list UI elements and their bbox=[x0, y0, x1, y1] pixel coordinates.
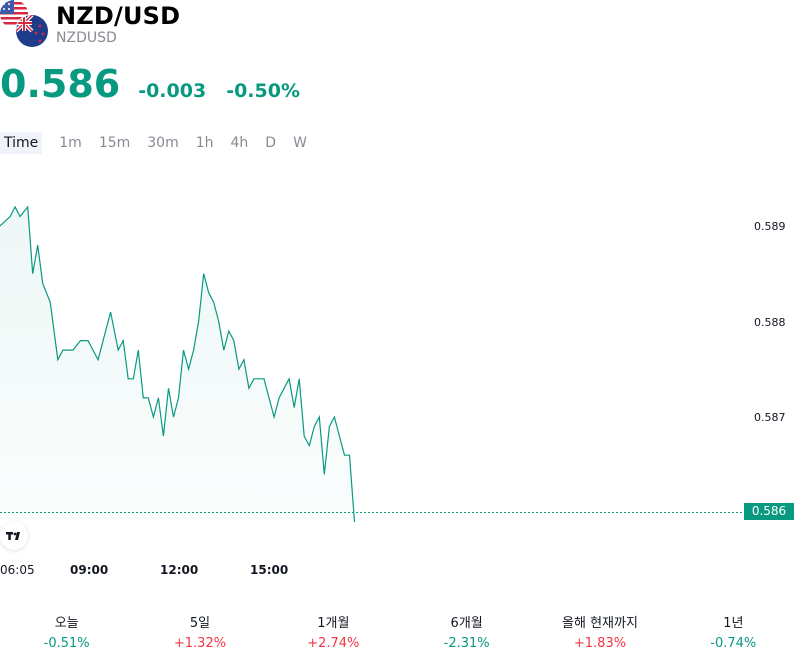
chart-area-fill bbox=[0, 206, 355, 522]
perf-label: 1년 bbox=[723, 616, 744, 631]
quote-row: 0.586 -0.003 -0.50% bbox=[0, 62, 300, 106]
perf-value: +2.74% bbox=[307, 636, 360, 651]
tradingview-logo[interactable] bbox=[0, 522, 28, 550]
currency-flags bbox=[0, 0, 50, 50]
perf-label: 올해 현재까지 bbox=[562, 616, 638, 631]
x-tick-label: 12:00 bbox=[160, 563, 199, 577]
perf-value: -0.51% bbox=[43, 636, 90, 651]
tab-w[interactable]: W bbox=[293, 135, 307, 151]
perf-value: +1.83% bbox=[573, 636, 627, 651]
tab-30m[interactable]: 30m bbox=[147, 135, 179, 151]
perf-label: 1개월 bbox=[317, 616, 350, 631]
nz-flag-icon bbox=[16, 15, 48, 47]
perf-item-ytd[interactable]: 올해 현재까지 +1.83% bbox=[533, 612, 666, 651]
symbol-code: NZDUSD bbox=[56, 30, 117, 46]
last-price-tag: 0.586 bbox=[744, 503, 794, 520]
x-tick-label: 15:00 bbox=[250, 563, 289, 577]
perf-value: -2.31% bbox=[443, 636, 490, 651]
tab-15m[interactable]: 15m bbox=[98, 135, 131, 151]
tab-1m[interactable]: 1m bbox=[59, 135, 82, 151]
price-chart[interactable] bbox=[0, 160, 800, 560]
perf-item-6m[interactable]: 6개월 -2.31% bbox=[400, 612, 533, 651]
price-change-percent: -0.50% bbox=[226, 80, 300, 102]
perf-value: +1.32% bbox=[173, 636, 227, 651]
perf-label: 5일 bbox=[189, 616, 211, 631]
perf-label: 6개월 bbox=[450, 616, 483, 631]
y-tick-label: 0.588 bbox=[754, 316, 786, 329]
chart-series-line bbox=[0, 205, 356, 523]
perf-label: 오늘 bbox=[54, 616, 79, 631]
perf-item-1m[interactable]: 1개월 +2.74% bbox=[267, 612, 400, 651]
x-tick-label: 06:05 bbox=[0, 563, 35, 577]
tab-d[interactable]: D bbox=[265, 135, 277, 151]
tab-4h[interactable]: 4h bbox=[230, 135, 249, 151]
perf-item-1y[interactable]: 1년 -0.74% bbox=[667, 612, 800, 651]
tab-1h[interactable]: 1h bbox=[195, 135, 214, 151]
timeframe-tabs: Time 1m 15m 30m 1h 4h D W bbox=[0, 132, 324, 154]
y-tick-label: 0.589 bbox=[754, 220, 786, 233]
tab-time[interactable]: Time bbox=[0, 132, 43, 154]
perf-item-today[interactable]: 오늘 -0.51% bbox=[0, 612, 133, 651]
current-price: 0.586 bbox=[0, 62, 121, 106]
y-tick-label: 0.587 bbox=[754, 411, 786, 424]
performance-bar: 오늘 -0.51% 5일 +1.32% 1개월 +2.74% 6개월 -2.31… bbox=[0, 612, 800, 651]
price-change: -0.003 bbox=[138, 80, 207, 102]
x-tick-label: 09:00 bbox=[70, 563, 109, 577]
perf-item-5d[interactable]: 5일 +1.32% bbox=[133, 612, 266, 651]
page-title: NZD/USD bbox=[56, 2, 181, 30]
perf-value: -0.74% bbox=[710, 636, 757, 651]
